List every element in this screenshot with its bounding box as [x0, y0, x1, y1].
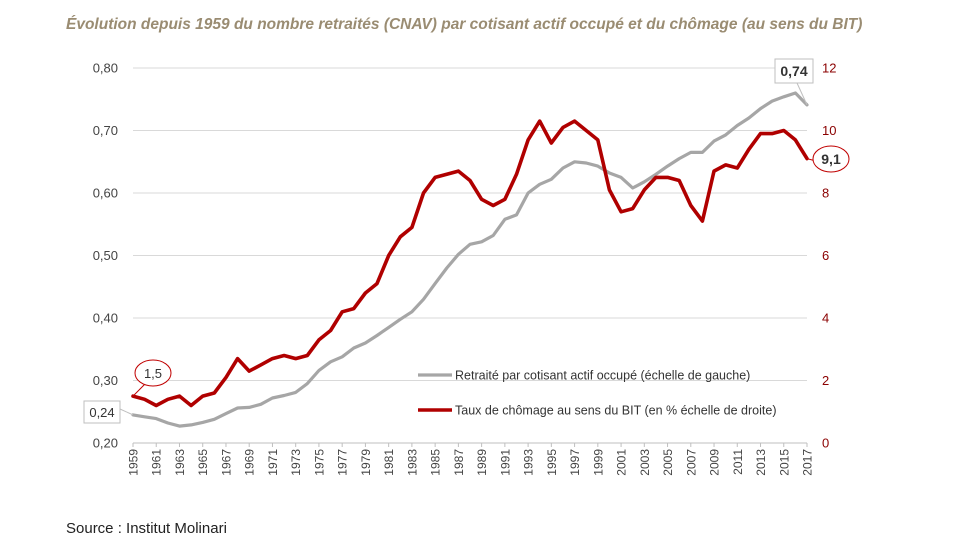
x-tick-label: 1965: [196, 449, 210, 476]
callout-label: 1,5: [144, 366, 162, 381]
right-tick-label: 10: [822, 123, 836, 138]
callout-label: 0,24: [89, 405, 114, 420]
right-tick-label: 4: [822, 311, 829, 326]
x-tick-label: 2007: [684, 449, 698, 476]
x-tick-label: 2015: [777, 449, 791, 476]
right-tick-label: 8: [822, 186, 829, 201]
callout-label: 9,1: [821, 151, 841, 167]
x-tick-label: 1993: [522, 449, 536, 476]
right-axis: 0 2 4 6 8 10 12: [822, 61, 836, 451]
x-tick-label: 2017: [801, 449, 815, 476]
x-tick-label: 1995: [545, 449, 559, 476]
left-tick-label: 0,40: [93, 311, 118, 326]
x-tick-label: 1967: [219, 449, 233, 476]
x-axis: 1959 1961 1963 1965 1967 1969 1971 1973 1975 1977…: [127, 443, 815, 476]
legend-label-2: Taux de chômage au sens du BIT (en % éch…: [455, 404, 777, 418]
left-tick-label: 0,30: [93, 373, 118, 388]
x-tick-label: 2005: [661, 449, 675, 476]
x-tick-label: 2009: [708, 449, 722, 476]
callout-box: [83, 400, 121, 424]
x-tick-label: 1973: [289, 449, 303, 476]
x-tick-label: 1961: [150, 449, 164, 476]
x-tick-label: 1991: [498, 449, 512, 476]
x-tick-label: 1983: [405, 449, 419, 476]
series-line-2: [131, 119, 809, 408]
callout-leader: [796, 82, 808, 106]
right-tick-label: 12: [822, 61, 836, 76]
x-tick-label: 1979: [359, 449, 373, 476]
series-lines: [131, 91, 809, 428]
annotations: 0,24 1,5 0,74 9,1: [83, 58, 850, 424]
x-tick-label: 1981: [382, 449, 396, 476]
left-tick-label: 0,50: [93, 248, 118, 263]
x-tick-label: 2003: [638, 449, 652, 476]
left-tick-label: 0,20: [93, 436, 118, 451]
callout-box: [774, 58, 814, 84]
x-tick-label: 2011: [731, 449, 745, 475]
callout-leader: [119, 408, 134, 416]
x-tick-label: 2013: [754, 449, 768, 476]
x-tick-label: 1987: [452, 449, 466, 476]
legend: Retraité par cotisant actif occupé (éche…: [418, 369, 777, 418]
callout-leader: [132, 383, 146, 397]
x-tick-label: 1977: [336, 449, 350, 476]
x-tick-label: 1999: [591, 449, 605, 476]
x-tick-label: 1971: [266, 449, 280, 476]
x-tick-label: 1963: [173, 449, 187, 476]
right-tick-label: 6: [822, 248, 829, 263]
left-axis: 0,20 0,30 0,40 0,50 0,60 0,70 0,80: [93, 61, 118, 451]
series-line-1: [131, 91, 809, 428]
left-tick-label: 0,70: [93, 123, 118, 138]
x-tick-label: 2001: [615, 449, 629, 476]
left-tick-label: 0,80: [93, 61, 118, 76]
source-note: Source : Institut Molinari: [66, 520, 227, 537]
chart-title: Évolution depuis 1959 du nombre retraité…: [66, 16, 863, 33]
x-tick-label: 1975: [312, 449, 326, 476]
gridlines: [133, 67, 807, 444]
callout-oval: [134, 359, 172, 387]
x-tick-label: 1997: [568, 449, 582, 476]
left-tick-label: 0,60: [93, 186, 118, 201]
right-tick-label: 2: [822, 373, 829, 388]
callout-label: 0,74: [780, 63, 807, 79]
x-tick-label: 1989: [475, 449, 489, 476]
right-tick-label: 0: [822, 436, 829, 451]
legend-label-1: Retraité par cotisant actif occupé (éche…: [455, 369, 750, 383]
x-tick-label: 1985: [429, 449, 443, 476]
callout-oval: [812, 145, 850, 173]
x-tick-label: 1969: [243, 449, 257, 476]
x-tick-label: 1959: [127, 449, 141, 476]
